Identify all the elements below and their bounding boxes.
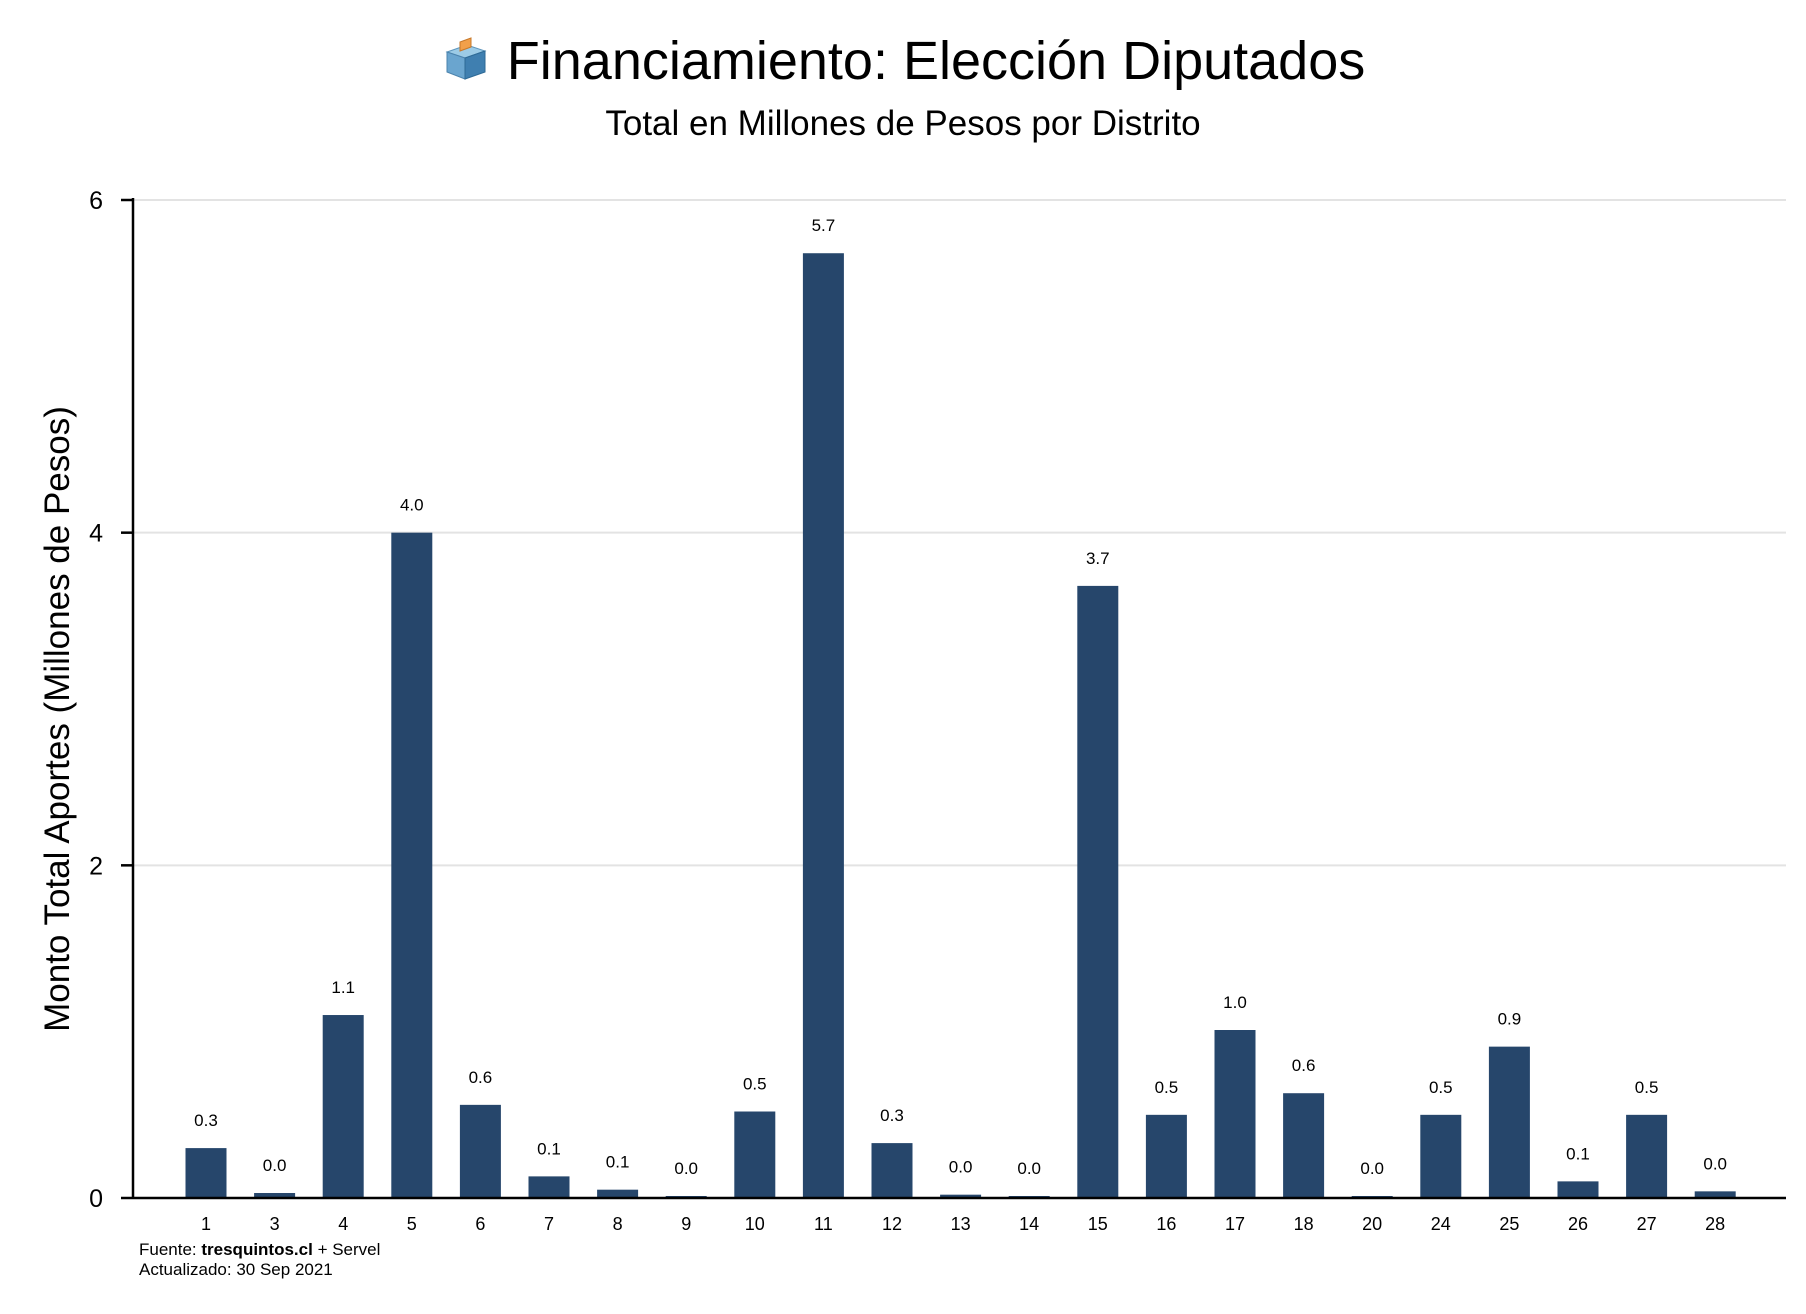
bar bbox=[1214, 1030, 1256, 1198]
data-label: 0.5 bbox=[1155, 1078, 1179, 1097]
x-tick-label: 20 bbox=[1362, 1214, 1382, 1234]
y-tick-label: 2 bbox=[89, 852, 103, 880]
bar bbox=[322, 1015, 364, 1198]
bar bbox=[871, 1143, 913, 1198]
bar bbox=[528, 1176, 570, 1198]
x-tick-label: 4 bbox=[338, 1214, 348, 1234]
data-label: 0.5 bbox=[1429, 1078, 1453, 1097]
x-tick-label: 25 bbox=[1499, 1214, 1519, 1234]
bar bbox=[1488, 1046, 1530, 1198]
bar bbox=[734, 1111, 776, 1198]
x-tick-label: 3 bbox=[270, 1214, 280, 1234]
data-label: 0.0 bbox=[674, 1159, 698, 1178]
x-tick-label: 11 bbox=[814, 1214, 833, 1234]
x-tick-label: 9 bbox=[681, 1214, 691, 1234]
x-tick-label: 12 bbox=[882, 1214, 902, 1234]
bar bbox=[1694, 1191, 1736, 1198]
y-tick-label: 6 bbox=[89, 187, 103, 215]
x-tick-label: 27 bbox=[1637, 1214, 1657, 1234]
bar bbox=[391, 532, 433, 1198]
bar bbox=[1557, 1181, 1599, 1198]
bar bbox=[802, 253, 844, 1198]
x-tick-label: 18 bbox=[1294, 1214, 1314, 1234]
ballot-box-icon bbox=[441, 35, 489, 88]
x-tick-label: 14 bbox=[1019, 1214, 1039, 1234]
data-label: 4.0 bbox=[400, 496, 424, 515]
data-label: 3.7 bbox=[1086, 549, 1110, 568]
chart-title: Financiamiento: Elección Diputados bbox=[506, 31, 1366, 91]
source-note: Fuente: tresquintos.cl + Servel bbox=[139, 1240, 381, 1259]
x-tick-label: 5 bbox=[407, 1214, 417, 1234]
x-tick-label: 8 bbox=[613, 1214, 623, 1234]
data-label: 0.1 bbox=[1566, 1144, 1590, 1163]
y-tick-label: 0 bbox=[89, 1185, 103, 1213]
bar bbox=[1283, 1093, 1325, 1198]
x-tick-label: 7 bbox=[544, 1214, 554, 1234]
bar bbox=[1626, 1114, 1668, 1198]
bar bbox=[1077, 585, 1119, 1198]
updated-note: Actualizado: 30 Sep 2021 bbox=[139, 1260, 333, 1279]
data-label: 0.0 bbox=[1360, 1159, 1384, 1178]
data-label: 0.1 bbox=[537, 1139, 561, 1158]
bar bbox=[597, 1189, 639, 1198]
bar bbox=[1145, 1114, 1187, 1198]
chart-subtitle: Total en Millones de Pesos por Distrito bbox=[605, 104, 1201, 143]
data-label: 0.0 bbox=[949, 1158, 973, 1177]
bar bbox=[459, 1104, 501, 1198]
x-tick-label: 13 bbox=[951, 1214, 971, 1234]
data-label: 5.7 bbox=[812, 216, 836, 235]
x-tick-label: 24 bbox=[1431, 1214, 1451, 1234]
data-label: 0.6 bbox=[469, 1068, 493, 1087]
y-tick-label: 4 bbox=[89, 520, 103, 548]
chart-footer: Fuente: tresquintos.cl + Servel Actualiz… bbox=[139, 1240, 380, 1280]
x-tick-label: 15 bbox=[1088, 1214, 1108, 1234]
x-tick-label: 6 bbox=[475, 1214, 485, 1234]
data-label: 0.1 bbox=[606, 1153, 630, 1172]
data-label: 0.3 bbox=[194, 1111, 218, 1130]
data-label: 0.6 bbox=[1292, 1056, 1316, 1075]
x-tick-label: 16 bbox=[1156, 1214, 1176, 1234]
y-axis-title: Monto Total Aportes (Millones de Pesos) bbox=[38, 406, 77, 1032]
x-tick-label: 10 bbox=[745, 1214, 765, 1234]
x-tick-label: 28 bbox=[1705, 1214, 1725, 1234]
data-label: 0.5 bbox=[1635, 1078, 1659, 1097]
data-label: 1.1 bbox=[331, 978, 355, 997]
bar bbox=[940, 1194, 982, 1198]
x-tick-label: 17 bbox=[1225, 1214, 1245, 1234]
data-label: 0.0 bbox=[1017, 1159, 1041, 1178]
source-site: tresquintos.cl bbox=[201, 1240, 313, 1259]
data-label: 0.0 bbox=[1703, 1154, 1727, 1173]
data-label: 1.0 bbox=[1223, 993, 1247, 1012]
bar bbox=[254, 1193, 296, 1198]
bar bbox=[185, 1148, 227, 1198]
title-row: Financiamiento: Elección Diputados bbox=[0, 30, 1806, 92]
data-label: 0.0 bbox=[263, 1156, 287, 1175]
data-label: 0.5 bbox=[743, 1075, 767, 1094]
data-label: 0.9 bbox=[1498, 1010, 1522, 1029]
data-label: 0.3 bbox=[880, 1106, 904, 1125]
x-tick-label: 1 bbox=[201, 1214, 211, 1234]
bar bbox=[1420, 1114, 1462, 1198]
x-tick-label: 26 bbox=[1568, 1214, 1588, 1234]
